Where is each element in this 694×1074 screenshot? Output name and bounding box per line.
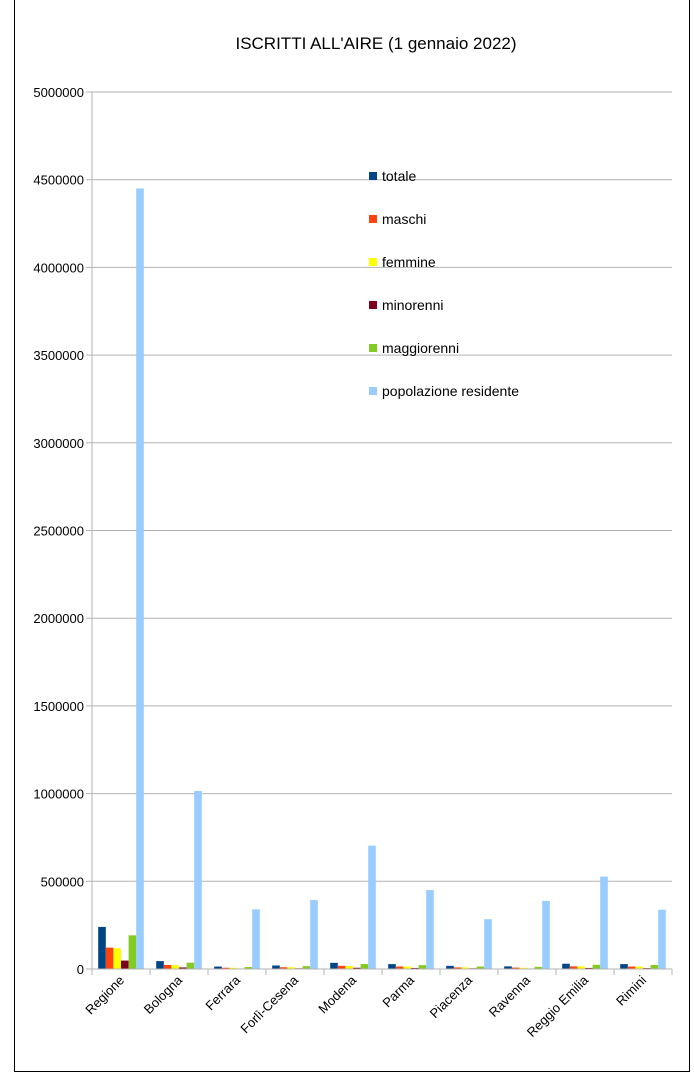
bar-popolazione-residente: [658, 909, 666, 969]
x-category-label: Reggio Emilia: [524, 972, 592, 1040]
bar-popolazione-residente: [136, 188, 144, 970]
x-category-label: Modena: [315, 972, 359, 1016]
bar-maggiorenni: [418, 965, 427, 969]
bar-maschi: [511, 967, 520, 969]
y-tick-label: 5000000: [33, 85, 84, 100]
bar-maschi: [569, 966, 578, 969]
bar-maggiorenni: [650, 964, 659, 969]
bar-femmine: [287, 967, 295, 969]
bar-totale: [620, 964, 628, 969]
y-tick-label: 3000000: [33, 436, 84, 451]
legend-label: totale: [382, 168, 416, 184]
y-tick-label: 1000000: [33, 787, 84, 802]
bar-maschi: [395, 966, 404, 969]
chart-frame: [14, 0, 690, 1072]
legend-label: maggiorenni: [382, 340, 459, 356]
bar-femmine: [113, 948, 121, 969]
bar-minorenni: [411, 967, 419, 969]
bar-femmine: [577, 966, 585, 969]
bar-maggiorenni: [534, 966, 543, 969]
x-category-label: Rimini: [613, 972, 649, 1008]
bar-totale: [156, 961, 164, 969]
legend-label: femmine: [382, 254, 436, 270]
legend-swatch: [369, 301, 377, 309]
bar-femmine: [229, 967, 237, 969]
bar-totale: [388, 964, 396, 969]
bar-popolazione-residente: [368, 845, 376, 969]
bar-maggiorenni: [360, 964, 369, 969]
bar-maschi: [221, 967, 230, 969]
bar-maggiorenni: [186, 962, 195, 969]
legend-label: maschi: [382, 211, 426, 227]
bar-maschi: [279, 967, 288, 969]
y-tick-label: 1500000: [33, 699, 84, 714]
x-category-label: Forlì-Cesena: [237, 972, 301, 1036]
bar-maggiorenni: [476, 966, 485, 969]
y-axis-ticks: 0 500000 1000000 1500000 2000000 2500000 30000…: [33, 85, 92, 977]
y-tick-label: 0: [77, 962, 84, 977]
bar-totale: [272, 965, 280, 969]
bar-maggiorenni: [244, 967, 253, 969]
y-tick-label: 2500000: [33, 524, 84, 539]
bar-femmine: [171, 965, 179, 969]
chart-title: ISCRITTI ALL'AIRE (1 gennaio 2022): [235, 34, 516, 53]
legend-label: popolazione residente: [382, 383, 519, 399]
x-category-label: Piacenza: [427, 972, 476, 1021]
bar-maschi: [105, 947, 114, 969]
x-category-label: Bologna: [141, 972, 186, 1017]
bars: [98, 188, 666, 970]
bar-popolazione-residente: [310, 900, 318, 969]
legend: totale maschi femmine minorenni maggiorenni p…: [369, 168, 519, 399]
x-category-label: Parma: [379, 972, 417, 1010]
bar-totale: [330, 962, 338, 969]
bar-totale: [446, 965, 454, 969]
x-category-label: Ravenna: [486, 972, 534, 1020]
bar-totale: [214, 966, 222, 969]
bar-femmine: [345, 966, 353, 969]
bar-popolazione-residente: [194, 790, 202, 969]
bar-maschi: [163, 964, 172, 969]
bar-minorenni: [121, 960, 129, 969]
bar-maggiorenni: [592, 964, 601, 969]
x-category-label: Regione: [82, 973, 127, 1018]
bar-maschi: [453, 967, 462, 969]
legend-swatch: [369, 172, 377, 180]
axes: [91, 92, 673, 975]
bar-minorenni: [353, 967, 361, 969]
legend-label: minorenni: [382, 297, 443, 313]
y-tick-label: 4000000: [33, 260, 84, 275]
bar-popolazione-residente: [426, 890, 434, 969]
y-tick-label: 4500000: [33, 173, 84, 188]
bar-maschi: [627, 966, 636, 969]
bar-femmine: [461, 967, 469, 969]
bar-popolazione-residente: [600, 876, 608, 969]
bar-totale: [562, 963, 570, 969]
legend-swatch: [369, 215, 377, 223]
bar-popolazione-residente: [484, 919, 492, 969]
legend-swatch: [369, 258, 377, 266]
bar-popolazione-residente: [542, 900, 550, 969]
bar-minorenni: [585, 967, 593, 969]
bar-maschi: [337, 965, 346, 969]
x-category-label: Ferrara: [202, 972, 243, 1013]
bar-femmine: [519, 967, 527, 969]
bar-totale: [98, 926, 106, 969]
y-tick-label: 2000000: [33, 611, 84, 626]
bar-maggiorenni: [128, 935, 137, 969]
y-tick-label: 500000: [41, 874, 84, 889]
legend-swatch: [369, 344, 377, 352]
y-tick-label: 3500000: [33, 348, 84, 363]
bar-popolazione-residente: [252, 909, 260, 969]
legend-swatch: [369, 387, 377, 395]
bar-minorenni: [179, 967, 187, 969]
bar-totale: [504, 966, 512, 969]
bar-femmine: [635, 966, 643, 969]
bar-femmine: [403, 966, 411, 969]
bar-maggiorenni: [302, 966, 311, 969]
